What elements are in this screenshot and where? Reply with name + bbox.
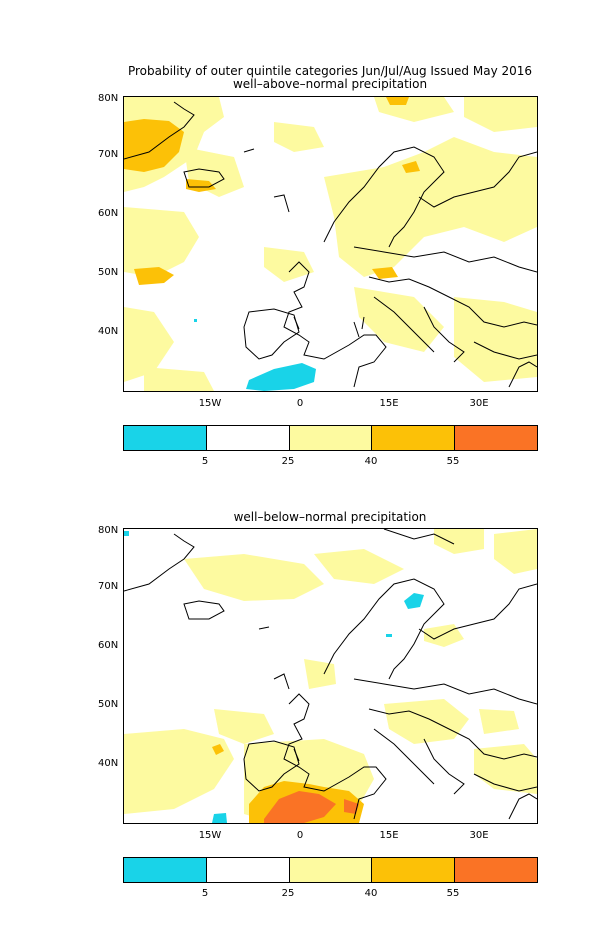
prob-below-5-regions (194, 319, 316, 391)
colorbar-tick: 40 (364, 456, 378, 467)
prob-above-55-regions (264, 791, 359, 823)
lat-label: 70N (98, 581, 119, 592)
lon-label: 0 (296, 830, 304, 841)
precip-map-below (124, 529, 537, 823)
lon-label: 0 (296, 398, 304, 409)
prob-40-55-regions (124, 97, 420, 285)
lon-label: 30E (469, 830, 489, 841)
colorbar-swatch (372, 858, 456, 882)
lon-label: 15E (379, 398, 399, 409)
colorbar-swatch (206, 858, 290, 882)
coastlines (124, 529, 537, 820)
lon-label: 15E (379, 830, 399, 841)
colorbar-swatch (289, 858, 373, 882)
colorbar-swatch (455, 858, 537, 882)
colorbar-swatch (455, 426, 537, 450)
lon-label: 30E (469, 398, 489, 409)
map-frame (123, 528, 538, 824)
map-frame (123, 96, 538, 392)
colorbar-tick: 25 (281, 456, 295, 467)
colorbar-tick: 25 (281, 888, 295, 899)
colorbar-tick: 5 (201, 888, 209, 899)
panel-2-subtitle: well–below–normal precipitation (233, 510, 427, 524)
prob-below-5-regions (124, 531, 424, 823)
colorbar-swatch (124, 426, 207, 450)
lon-label: 15W (198, 830, 222, 841)
lat-label: 40N (98, 326, 119, 337)
lat-label: 60N (98, 208, 119, 219)
lon-label: 15W (198, 398, 222, 409)
colorbar-swatch (372, 426, 456, 450)
colorbar-swatch (289, 426, 373, 450)
prob-25-40-regions (124, 529, 537, 823)
prob-25-40-regions (124, 97, 537, 391)
precip-map-above (124, 97, 537, 391)
figure-title: Probability of outer quintile categories… (127, 64, 533, 78)
lat-label: 40N (98, 758, 119, 769)
colorbar-swatch (206, 426, 290, 450)
coastlines (124, 101, 537, 388)
lat-label: 70N (98, 149, 119, 160)
colorbar-tick: 55 (446, 888, 460, 899)
colorbar (123, 425, 538, 451)
colorbar-tick: 40 (364, 888, 378, 899)
panel-1-subtitle: well–above–normal precipitation (232, 77, 428, 91)
lat-label: 50N (98, 699, 119, 710)
colorbar-tick: 55 (446, 456, 460, 467)
lat-label: 60N (98, 640, 119, 651)
lat-label: 80N (98, 525, 119, 536)
colorbar-swatch (124, 858, 207, 882)
colorbar (123, 857, 538, 883)
lat-label: 80N (98, 93, 119, 104)
colorbar-tick: 5 (201, 456, 209, 467)
lat-label: 50N (98, 267, 119, 278)
